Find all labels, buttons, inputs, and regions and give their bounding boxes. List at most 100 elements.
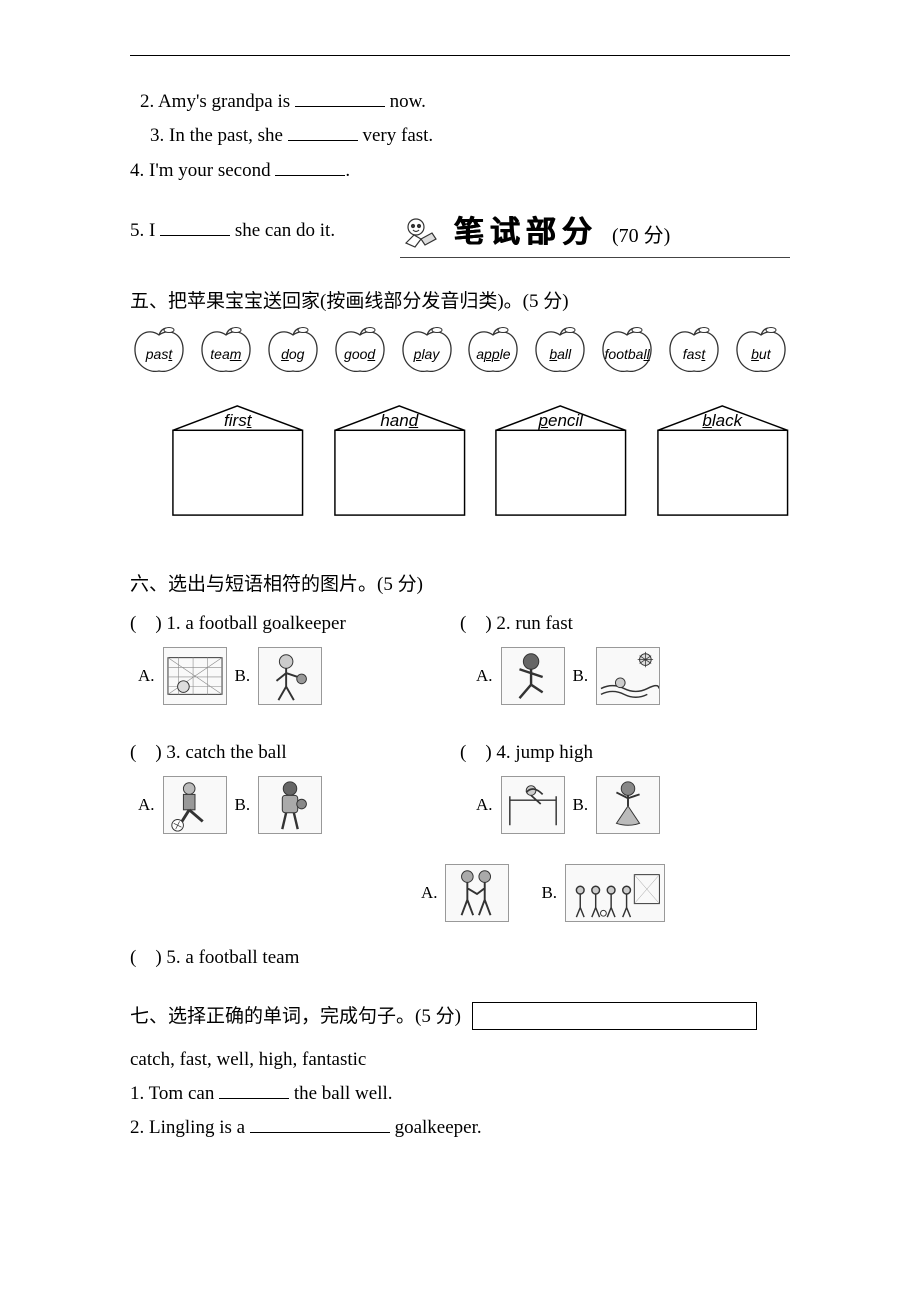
fillin-q3: 3. In the past, she very fast. [130,120,790,152]
fillin-q2-suffix: now. [385,91,426,112]
house-0[interactable]: first [170,403,306,521]
bracket[interactable]: ( ) [460,742,492,763]
swimming-sun-image[interactable] [596,647,660,705]
q6-row2: ( ) 3. catch the ball ( ) 4. jump high [130,737,790,764]
q6-2-text: 2. run fast [496,613,573,634]
q6-pics-row3: A. B. [130,858,790,936]
option-a-label: A. [421,883,438,903]
fillin-q5-row: 5. I she can do it. [130,207,790,258]
apple-word-7[interactable]: football [598,325,656,375]
word-bank-box [472,1002,757,1030]
fillin-q2-prefix: 2. Amy's grandpa is [140,91,295,112]
apple-label: past [146,338,172,362]
section5-title: 五、把苹果宝宝送回家(按画线部分发音归类)。(5 分) [130,286,790,313]
q6-4-text: 4. jump high [496,742,593,763]
page-top-rule [130,55,790,56]
section7-title-row: 七、选择正确的单词，完成句子。(5 分) [130,1001,790,1032]
apple-label: good [344,338,375,362]
section7-wordbank: catch, fast, well, high, fantastic [130,1044,790,1076]
apple-word-8[interactable]: fast [665,325,723,375]
q6-row1: ( ) 1. a football goalkeeper ( ) 2. run … [130,608,790,635]
apple-label: dog [281,338,304,362]
s7-q1-prefix: 1. Tom can [130,1083,219,1104]
option-b-label: B. [235,795,251,815]
apple-label: football [605,338,650,362]
q6-pics-row1: A. B. A. B. [130,641,790,719]
house-label: first [170,411,306,431]
fillin-q5-suffix: she can do it. [230,220,335,241]
goalkeeper-net-image[interactable] [163,647,227,705]
q6-1-text: 1. a football goalkeeper [166,613,345,634]
written-section-banner: 笔试部分 (70 分) [400,207,790,258]
house-2[interactable]: pencil [493,403,629,521]
apple-label: team [210,338,241,362]
blank[interactable] [219,1078,289,1099]
apple-word-0[interactable]: past [130,325,188,375]
dancing-girl-image[interactable] [596,776,660,834]
section7-title: 七、选择正确的单词，完成句子。(5 分) [130,1006,461,1027]
fillin-q4: 4. I'm your second . [130,155,790,187]
apple-label: ball [549,338,571,362]
bracket[interactable]: ( ) [460,613,492,634]
house-label: black [655,411,791,431]
option-a-label: A. [138,666,155,686]
section7-q1: 1. Tom can the ball well. [130,1078,790,1110]
house-3[interactable]: black [655,403,791,521]
blank[interactable] [250,1112,390,1133]
q6-row3: ( ) 5. a football team [130,942,790,969]
fillin-q3-prefix: 3. In the past, she [150,125,288,146]
apple-row: past team dog good play apple ball football fast… [130,325,790,375]
apple-word-1[interactable]: team [197,325,255,375]
basketball-boy-image[interactable] [258,647,322,705]
apple-word-2[interactable]: dog [264,325,322,375]
high-jump-bar-image[interactable] [501,776,565,834]
house-label: pencil [493,411,629,431]
blank[interactable] [160,215,230,236]
s7-q2-prefix: 2. Lingling is a [130,1117,250,1138]
bracket[interactable]: ( ) [130,613,162,634]
apple-label: apple [476,338,510,362]
two-players-image[interactable] [445,864,509,922]
holding-ball-girl-image[interactable] [258,776,322,834]
s7-q1-suffix: the ball well. [289,1083,392,1104]
q6-3-text: 3. catch the ball [166,742,286,763]
option-b-label: B. [573,795,589,815]
apple-label: fast [683,338,706,362]
kicking-ball-image[interactable] [163,776,227,834]
option-b-label: B. [541,883,557,903]
pencil-cartoon-icon [400,215,440,251]
option-b-label: B. [235,666,251,686]
option-a-label: A. [476,666,493,686]
house-row: first hand pencil black [130,403,790,521]
running-girl-image[interactable] [501,647,565,705]
fillin-q4-prefix: 4. I'm your second [130,160,275,181]
football-team-image[interactable] [565,864,665,922]
option-a-label: A. [476,795,493,815]
fillin-q5-prefix: 5. I [130,220,160,241]
apple-label: play [414,338,440,362]
option-b-label: B. [573,666,589,686]
apple-word-6[interactable]: ball [531,325,589,375]
q6-5-text: 5. a football team [166,947,299,968]
s7-q2-suffix: goalkeeper. [390,1117,482,1138]
apple-label: but [751,338,770,362]
blank[interactable] [288,120,358,141]
bracket[interactable]: ( ) [130,947,162,968]
banner-score: (70 分) [612,219,670,251]
fillin-q4-suffix: . [345,160,350,181]
apple-word-4[interactable]: play [398,325,456,375]
apple-word-9[interactable]: but [732,325,790,375]
house-1[interactable]: hand [332,403,468,521]
section6-title: 六、选出与短语相符的图片。(5 分) [130,569,790,596]
q6-pics-row2: A. B. A. B. [130,770,790,848]
option-a-label: A. [138,795,155,815]
fillin-q2: 2. Amy's grandpa is now. [130,86,790,118]
blank[interactable] [295,86,385,107]
house-label: hand [332,411,468,431]
blank[interactable] [275,155,345,176]
apple-word-3[interactable]: good [331,325,389,375]
banner-title: 笔试部分 [454,207,598,251]
apple-word-5[interactable]: apple [464,325,522,375]
fillin-q3-suffix: very fast. [358,125,433,146]
bracket[interactable]: ( ) [130,742,162,763]
